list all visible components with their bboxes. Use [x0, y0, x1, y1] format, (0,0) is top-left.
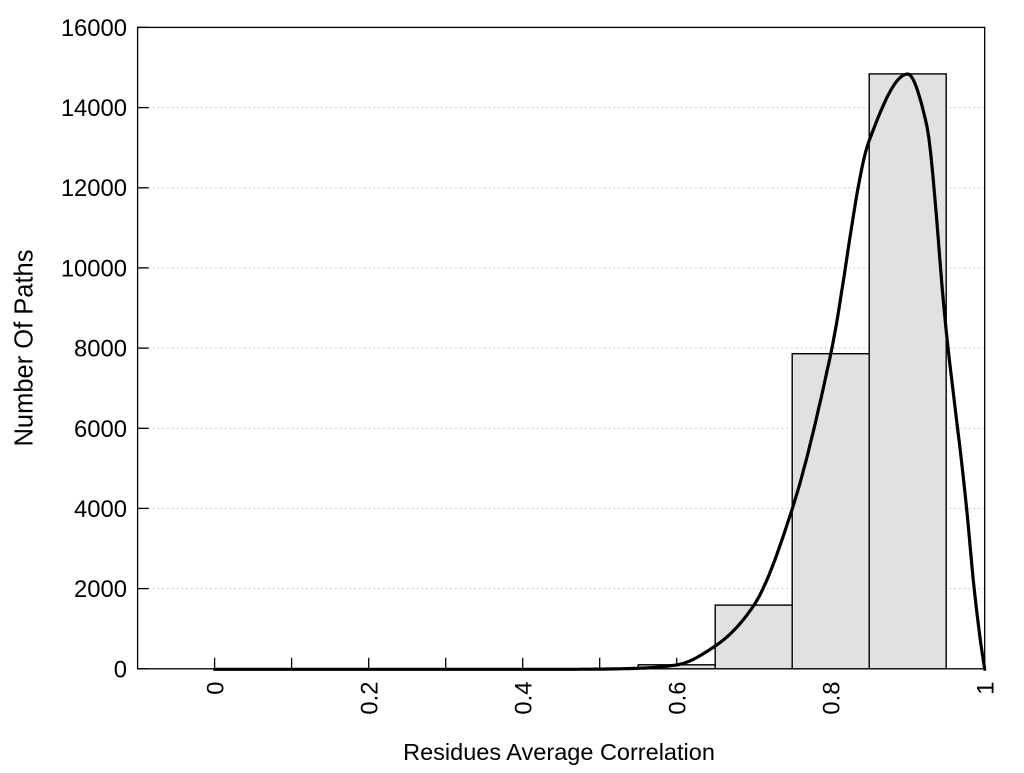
svg-text:16000: 16000	[61, 15, 127, 42]
svg-text:4000: 4000	[74, 496, 127, 523]
svg-text:2000: 2000	[74, 576, 127, 603]
svg-text:8000: 8000	[74, 336, 127, 363]
svg-text:10000: 10000	[61, 255, 127, 282]
svg-text:0.6: 0.6	[665, 682, 692, 715]
svg-text:14000: 14000	[61, 95, 127, 122]
svg-text:Number Of Paths: Number Of Paths	[11, 250, 39, 447]
svg-text:0.2: 0.2	[357, 682, 384, 715]
svg-text:0: 0	[114, 656, 127, 683]
svg-text:12000: 12000	[61, 175, 127, 202]
svg-text:1: 1	[973, 682, 1000, 695]
svg-text:0: 0	[203, 682, 230, 695]
svg-text:Residues Average Correlation: Residues Average Correlation	[403, 739, 715, 765]
svg-text:0.8: 0.8	[819, 682, 846, 715]
svg-text:0.4: 0.4	[511, 682, 538, 715]
svg-text:6000: 6000	[74, 416, 127, 443]
